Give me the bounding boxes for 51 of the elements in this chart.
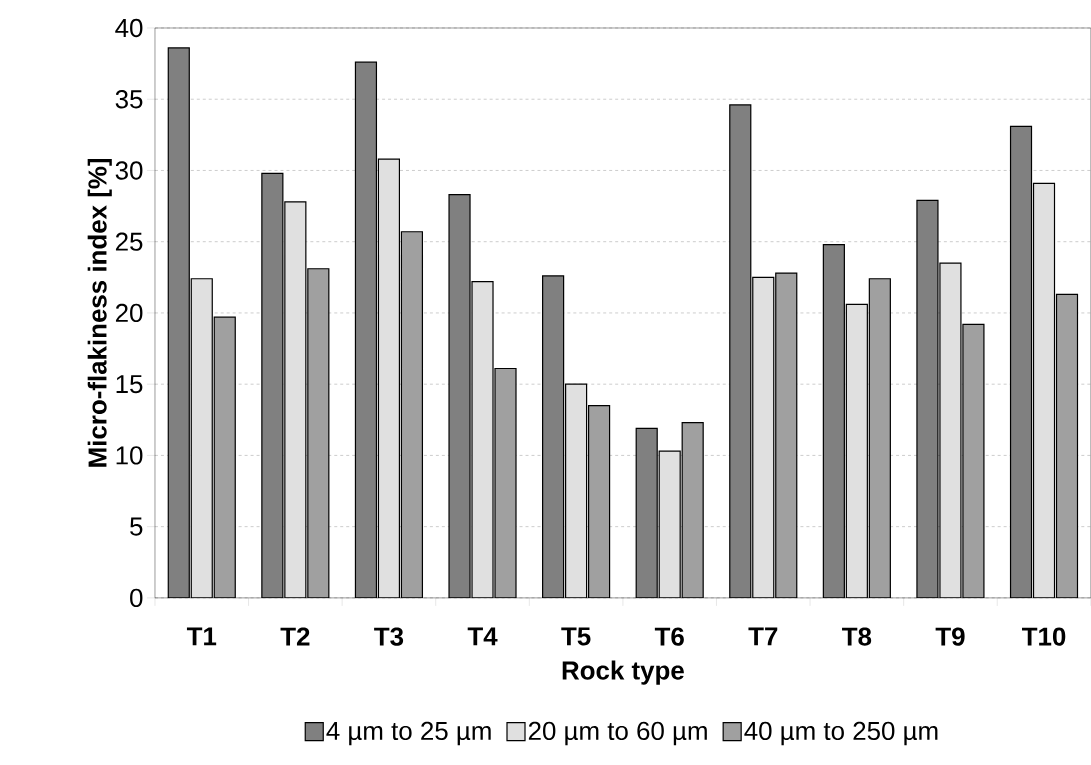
- bar: [1009, 125, 1033, 598]
- bar: [565, 384, 587, 598]
- bar: [495, 368, 516, 598]
- x-tick-label: T1: [186, 627, 217, 646]
- x-tick-label: T8: [842, 627, 872, 646]
- bar: [775, 273, 797, 598]
- bar: [472, 281, 494, 598]
- legend-label: 20 µm to 60 µm: [528, 721, 707, 746]
- bar: [542, 275, 564, 598]
- bar: [378, 159, 400, 598]
- bar: [261, 173, 283, 598]
- bar: [214, 317, 236, 598]
- y-tick-label: 30: [115, 161, 143, 180]
- bar: [449, 194, 471, 598]
- y-tick-label: 15: [116, 375, 143, 394]
- y-tick-label: 10: [116, 446, 143, 465]
- legend-label: 40 µm to 250 µm: [744, 721, 938, 746]
- bar: [1032, 182, 1056, 598]
- bar: [307, 268, 329, 598]
- x-tick-label: T3: [374, 627, 404, 646]
- y-tick-label: 20: [115, 303, 143, 323]
- x-tick-label: T5: [561, 627, 591, 646]
- x-tick-label: T10: [1022, 627, 1066, 646]
- legend-label: 4 µm to 25 µm: [326, 721, 491, 746]
- bar: [659, 451, 681, 598]
- x-axis-title: Rock type: [562, 660, 684, 685]
- bar: [939, 263, 961, 598]
- bar: [823, 244, 845, 598]
- y-tick-label: 35: [115, 90, 143, 109]
- bar: [869, 278, 891, 598]
- bar: [729, 104, 751, 598]
- y-tick-label: 0: [130, 588, 143, 608]
- bar: [752, 277, 774, 598]
- y-tick-label: 25: [115, 232, 143, 251]
- bar: [962, 324, 984, 598]
- bar: [846, 304, 868, 598]
- bar: [916, 200, 938, 598]
- bar: [588, 405, 610, 598]
- bar: [284, 201, 306, 598]
- x-tick-label: T7: [748, 627, 778, 646]
- x-tick-label: T6: [654, 627, 684, 646]
- bar: [1055, 293, 1079, 598]
- bar: [682, 422, 704, 598]
- bar: [401, 231, 423, 598]
- y-tick-label: 5: [130, 517, 143, 536]
- x-tick-label: T9: [935, 627, 965, 646]
- x-tick-label: T2: [280, 627, 310, 646]
- bar: [191, 278, 213, 598]
- x-tick-label: T4: [467, 627, 498, 646]
- y-tick-label: 40: [115, 18, 143, 38]
- y-axis-title: Micro-flakiness index [%]: [87, 159, 112, 467]
